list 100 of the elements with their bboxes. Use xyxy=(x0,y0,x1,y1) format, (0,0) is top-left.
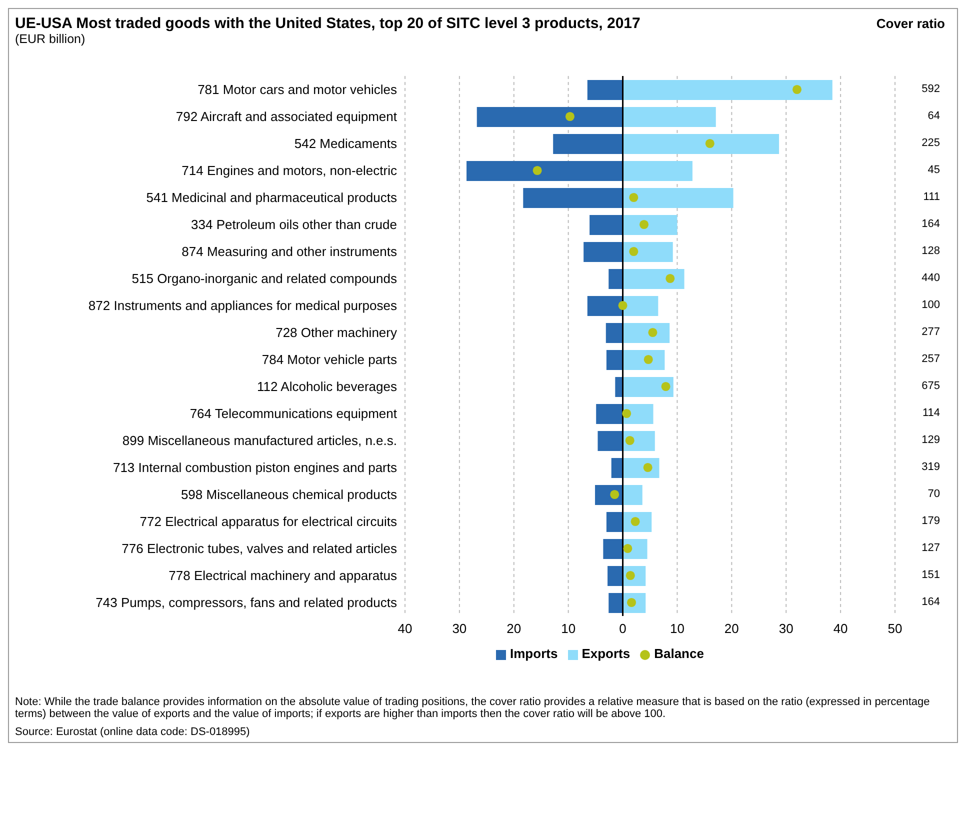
point xyxy=(623,544,632,554)
bar xyxy=(590,215,623,235)
y-tick-label: 899 Miscellaneous manufactured articles, n.e.s. xyxy=(122,433,397,448)
bar xyxy=(587,80,623,100)
y-tick-label: 542 Medicaments xyxy=(294,136,398,152)
text: 440 xyxy=(920,272,940,284)
legend-label: Balance xyxy=(654,646,704,661)
text: 277 xyxy=(920,326,940,338)
x-tick-label: 0 xyxy=(619,621,626,636)
x-tick-label: 30 xyxy=(778,621,794,636)
text: 179 xyxy=(920,514,940,526)
bar xyxy=(466,161,623,181)
point xyxy=(618,300,628,310)
point xyxy=(610,490,620,500)
text: 164 xyxy=(920,218,940,230)
bar xyxy=(553,134,623,154)
y-tick-label: 772 Electrical apparatus for electrical circuits xyxy=(140,514,398,530)
bar xyxy=(622,161,692,181)
text: 111 xyxy=(922,190,940,202)
text: 64 xyxy=(926,110,940,122)
point xyxy=(625,436,634,446)
point xyxy=(565,112,574,122)
bar xyxy=(611,458,623,478)
text: 114 xyxy=(921,406,940,418)
text: 70 xyxy=(926,488,940,500)
y-tick-label: 743 Pumps, compressors, fans and related products xyxy=(96,595,398,610)
x-tick-label: 30 xyxy=(452,621,467,636)
point xyxy=(639,220,649,230)
bar xyxy=(608,566,623,586)
chart-title: UE-USA Most traded goods with the United States, top 20 of SITC level 3 products, 2017 xyxy=(15,15,640,32)
y-tick-label: 598 Miscellaneous chemical products xyxy=(180,487,398,502)
bar xyxy=(622,377,674,397)
bar xyxy=(622,215,678,235)
y-tick-label: 792 Aircraft and associated equipment xyxy=(176,109,398,124)
bar xyxy=(584,242,623,262)
bar xyxy=(608,593,623,613)
y-tick-label: 112 Alcoholic beverages xyxy=(257,379,398,394)
bar xyxy=(596,404,623,424)
text: 100 xyxy=(920,298,940,310)
text: 151 xyxy=(920,568,940,580)
bar xyxy=(606,512,623,532)
bar xyxy=(598,431,623,451)
point xyxy=(644,354,653,364)
point xyxy=(629,246,638,256)
y-tick-label: 714 Engines and motors, non-electric xyxy=(182,163,398,178)
bar xyxy=(606,350,623,370)
x-tick-label: 10 xyxy=(670,621,684,636)
x-tick-label: 40 xyxy=(398,621,412,636)
y-tick-label: 781 Motor cars and motor vehicles xyxy=(198,82,398,98)
legend-label: Exports xyxy=(582,646,630,661)
text: 675 xyxy=(920,380,940,392)
text: 592 xyxy=(920,82,940,94)
text: Note: While the trade balance provides information on the absolute value of trading positions, the cover ratio provides a relative measure that is based on the ratio (expressed in percentage terms) between the value of exports and the value of imports; if exports are higher than imports then the cover ratio will be above 100. xyxy=(15,696,931,720)
point xyxy=(622,408,632,418)
x-tick-label: 50 xyxy=(888,621,902,636)
point xyxy=(705,138,714,148)
bar xyxy=(587,296,623,316)
text: Cover ratio xyxy=(875,16,945,31)
text: (EUR billion) xyxy=(15,32,86,46)
bar xyxy=(622,107,716,127)
point xyxy=(648,328,658,338)
y-tick-label: 784 Motor vehicle parts xyxy=(262,352,398,368)
bar xyxy=(523,188,623,208)
y-tick-label: 778 Electrical machinery and apparatus xyxy=(168,568,398,584)
y-tick-label: 874 Measuring and other instruments xyxy=(182,244,398,260)
bar xyxy=(606,323,623,343)
y-tick-label: 334 Petroleum oils other than crude xyxy=(191,217,397,232)
bar xyxy=(622,134,780,154)
y-tick-label: 541 Medicinal and pharmaceutical products xyxy=(146,190,398,206)
bar xyxy=(622,188,734,208)
y-tick-label: 728 Other machinery xyxy=(276,325,398,340)
bar xyxy=(622,485,642,505)
bar xyxy=(476,107,623,127)
text: 129 xyxy=(920,434,940,446)
bar xyxy=(622,269,684,289)
x-tick-label: 40 xyxy=(833,621,848,636)
bar xyxy=(622,242,673,262)
point xyxy=(532,166,542,176)
text: 164 xyxy=(920,596,940,608)
bar xyxy=(622,323,670,343)
legend-label: Imports xyxy=(510,646,558,661)
point xyxy=(666,274,675,284)
text: 128 xyxy=(920,244,940,256)
point xyxy=(661,382,670,392)
bar xyxy=(622,296,658,316)
bar xyxy=(622,80,832,100)
y-tick-label: 713 Internal combustion piston engines and parts xyxy=(112,460,398,476)
y-tick-label: 872 Instruments and appliances for medical purposes xyxy=(88,298,398,314)
y-tick-label: 764 Telecommunications equipment xyxy=(190,406,398,422)
text: 257 xyxy=(920,352,940,364)
text: 225 xyxy=(920,136,940,148)
text: 127 xyxy=(920,542,940,554)
x-tick-label: 20 xyxy=(506,621,522,636)
point xyxy=(792,84,802,94)
y-tick-label: 515 Organo-inorganic and related compounds xyxy=(132,271,398,286)
bar xyxy=(622,350,665,370)
point xyxy=(643,462,652,472)
bar xyxy=(603,539,623,559)
bar xyxy=(608,269,623,289)
text: 45 xyxy=(926,164,940,176)
